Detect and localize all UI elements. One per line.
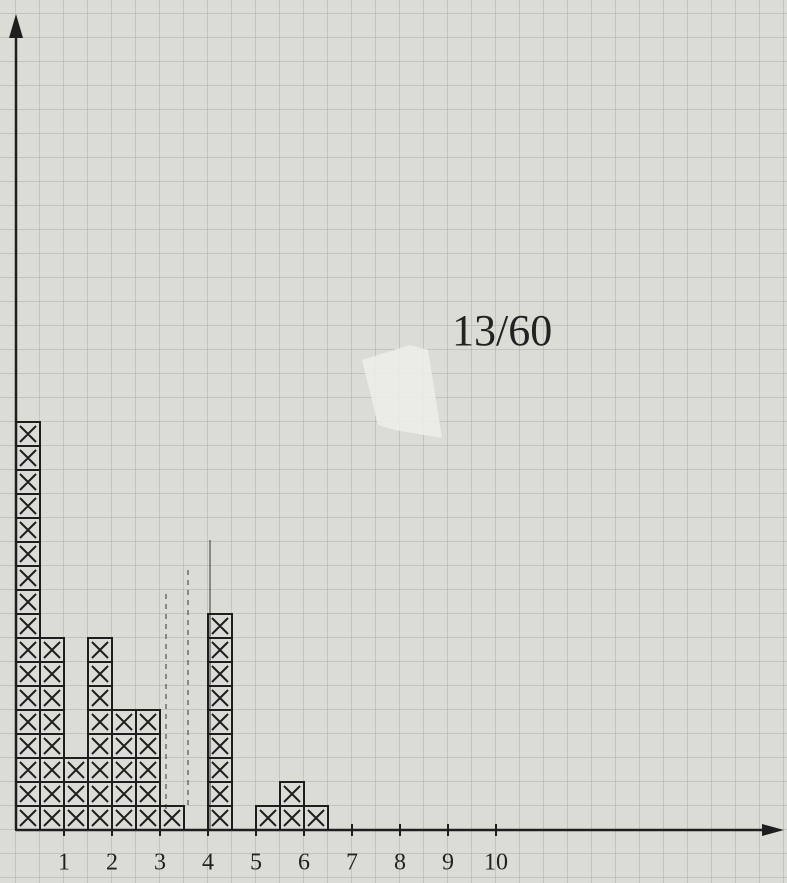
x-tick-label: 4 [202, 850, 214, 876]
x-tick-label: 6 [298, 850, 310, 876]
annotation: 13/60 [452, 306, 552, 355]
x-tick-label: 8 [394, 850, 406, 876]
x-tick-label: 3 [154, 850, 166, 876]
chart: 13/60 1 2 3 4 5 6 7 8 9 10 [0, 0, 787, 883]
x-tick-label: 5 [250, 850, 262, 876]
x-tick-label: 9 [442, 850, 454, 876]
x-tick-label: 7 [346, 850, 358, 876]
x-tick-label: 10 [484, 850, 508, 876]
page: 13/60 12345678910 {"chart_data": {"type"… [0, 0, 787, 883]
x-tick-label: 2 [106, 850, 118, 876]
x-tick-label: 1 [58, 850, 70, 876]
